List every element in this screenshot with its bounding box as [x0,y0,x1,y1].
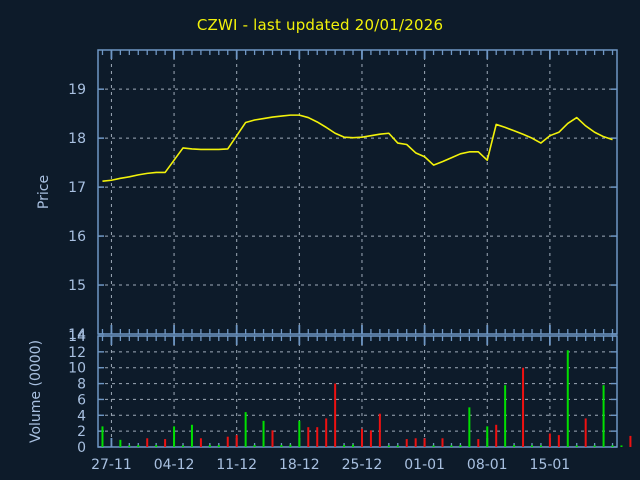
price-y-tick-label: 14 [68,327,86,343]
price-line [102,114,613,183]
price-y-tick-label: 15 [68,278,86,294]
volume-y-tick-label: 6 [77,392,86,408]
x-axis-tick-label: 01-01 [404,457,445,473]
volume-y-tick-label: 2 [77,424,86,440]
volume-y-tick-label: 10 [68,361,86,377]
price-y-tick-label: 19 [68,82,86,98]
price-axis-title: Price [36,175,52,209]
axis-titles: Price Volume (0000) [28,175,52,443]
x-axis-tick-label: 18-12 [279,457,320,473]
x-axis-tick-label: 27-11 [91,457,132,473]
volume-y-tick-label: 4 [77,408,86,424]
chart-title: CZWI - last updated 20/01/2026 [196,16,444,34]
volume-y-tick-label: 12 [68,345,86,361]
x-axis-tick-label: 25-12 [342,457,383,473]
x-axis-tick-label: 11-12 [216,457,257,473]
price-y-tick-label: 17 [68,180,86,196]
price-y-tick-label: 18 [68,131,86,147]
x-axis-tick-label: 08-01 [467,457,508,473]
volume-y-tick-label: 8 [77,377,86,393]
volume-y-tick-label: 14 [68,329,86,345]
price-y-tick-label: 16 [68,229,86,245]
volume-y-tick-label: 0 [77,440,86,456]
price-panel: 19 18 17 16 15 14 [68,49,618,343]
x-axis-tick-label: 15-01 [530,457,571,473]
volume-axis-title: Volume (0000) [28,340,44,443]
x-axis-tick-label: 04-12 [154,457,195,473]
